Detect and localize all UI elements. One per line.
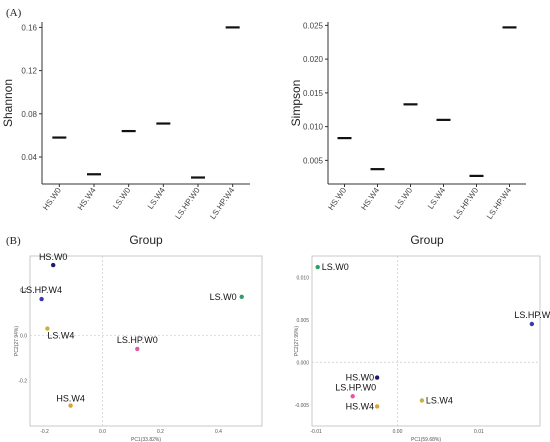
x-tick-label: LS.HP.W4: [208, 186, 237, 221]
panel-a-label: (A): [6, 7, 22, 19]
point-label: LS.W0: [322, 262, 349, 272]
point-label: HS.W0: [346, 373, 375, 383]
x-tick-label: LS.HP.W0: [452, 186, 481, 221]
x-tick-label: LS.W4: [146, 186, 167, 211]
x-tick-label: 0.2: [157, 429, 164, 435]
plot-frame: [29, 255, 263, 427]
y-tick-label: 0.000: [296, 360, 309, 366]
x-axis-title: PC1(59.68%): [411, 437, 441, 442]
y-axis-title: Shannon: [1, 79, 15, 127]
point-label: LS.HP.W4: [21, 285, 62, 295]
point-label: HS.W0: [39, 252, 68, 262]
data-point: [39, 296, 44, 302]
y-tick-label: -0.2: [18, 379, 27, 385]
simpson-chart: 0.005 0.010 0.015 0.020 0.025 HS.W0 HS.W4 LS.W0…: [289, 21, 526, 247]
data-point: [315, 264, 320, 270]
data-point: [45, 326, 50, 331]
x-tick-label: HS.W4: [76, 186, 98, 212]
panel-b-label: (B): [6, 235, 21, 247]
y-tick-label: 0.12: [21, 67, 37, 76]
y-tick-label: 0.2: [20, 288, 27, 294]
y-tick-label: 0.005: [303, 156, 324, 165]
y-tick-label: 0.025: [303, 21, 324, 30]
y-tick-label: 0.010: [296, 275, 309, 281]
point-label: LS.W4: [426, 396, 453, 406]
x-tick-label: LS.W0: [111, 186, 132, 211]
data-point: [374, 375, 380, 380]
x-tick-label: 0.00: [393, 429, 403, 435]
x-tick-label: 0.01: [474, 429, 484, 435]
y-tick-label: 0.16: [21, 23, 37, 32]
x-tick-label: LS.HP.W4: [485, 186, 514, 221]
x-tick-label: HS.W0: [41, 186, 63, 212]
y-tick-label: 0.0: [20, 333, 27, 339]
point-label: LS.HP.W0: [117, 335, 158, 345]
y-tick-label: 0.04: [21, 153, 37, 162]
x-tick-label: LS.W4: [426, 186, 447, 211]
point-label: LS.HP.W0: [335, 382, 376, 392]
x-tick-label: 0.0: [99, 429, 106, 435]
point-label: LS.HP.W4: [514, 310, 550, 320]
y-tick-label: 0.08: [21, 110, 37, 119]
data-point: [350, 394, 355, 399]
x-tick-label: LS.W0: [393, 186, 414, 211]
point-label: LS.W0: [210, 292, 237, 302]
y-tick-label: 0.015: [303, 89, 324, 98]
y-axis-title: PC2(27.94%): [14, 326, 20, 356]
plot-frame: [311, 255, 541, 427]
y-tick-label: 0.020: [303, 55, 324, 64]
x-axis-title: PC1(33.82%): [131, 437, 161, 442]
point-label: HS.W4: [346, 401, 375, 411]
x-tick-label: -0.01: [310, 429, 322, 435]
y-axis-title: PC2(27.99%): [294, 326, 300, 356]
x-tick-label: 0.4: [215, 429, 222, 435]
data-point: [68, 403, 73, 408]
data-point: [419, 398, 425, 403]
shannon-chart: 0.04 0.08 0.12 0.16 HS.W0 HS.W4 LS.W0 LS.W4 LS.H…: [1, 22, 250, 247]
point-label: HS.W4: [56, 394, 85, 404]
y-tick-label: 0.005: [296, 318, 309, 324]
y-tick-label: -0.005: [295, 403, 309, 409]
x-tick-label: HS.W0: [326, 186, 348, 212]
data-point: [374, 404, 380, 409]
x-tick-label: LS.HP.W0: [173, 186, 202, 221]
x-tick-label: -0.2: [40, 429, 49, 435]
x-tick-label: HS.W4: [359, 186, 381, 212]
y-axis-title: Simpson: [289, 80, 303, 127]
data-point: [529, 321, 535, 327]
pca-chart-left: -0.2 0.0 0.2 0.4 -0.2 0.0 0.2 PC1(33.82%) PC2(27…: [14, 252, 263, 442]
point-label: LS.W4: [47, 331, 74, 341]
data-point: [239, 294, 244, 299]
x-axis-title: Group: [129, 233, 163, 247]
pca-chart-right: -0.01 0.00 0.01 -0.005 0.000 0.005 0.010 PC1(59…: [294, 255, 550, 442]
y-tick-label: 0.010: [303, 123, 324, 132]
x-axis-title: Group: [410, 233, 444, 247]
data-point: [51, 262, 56, 268]
data-point: [135, 346, 140, 352]
